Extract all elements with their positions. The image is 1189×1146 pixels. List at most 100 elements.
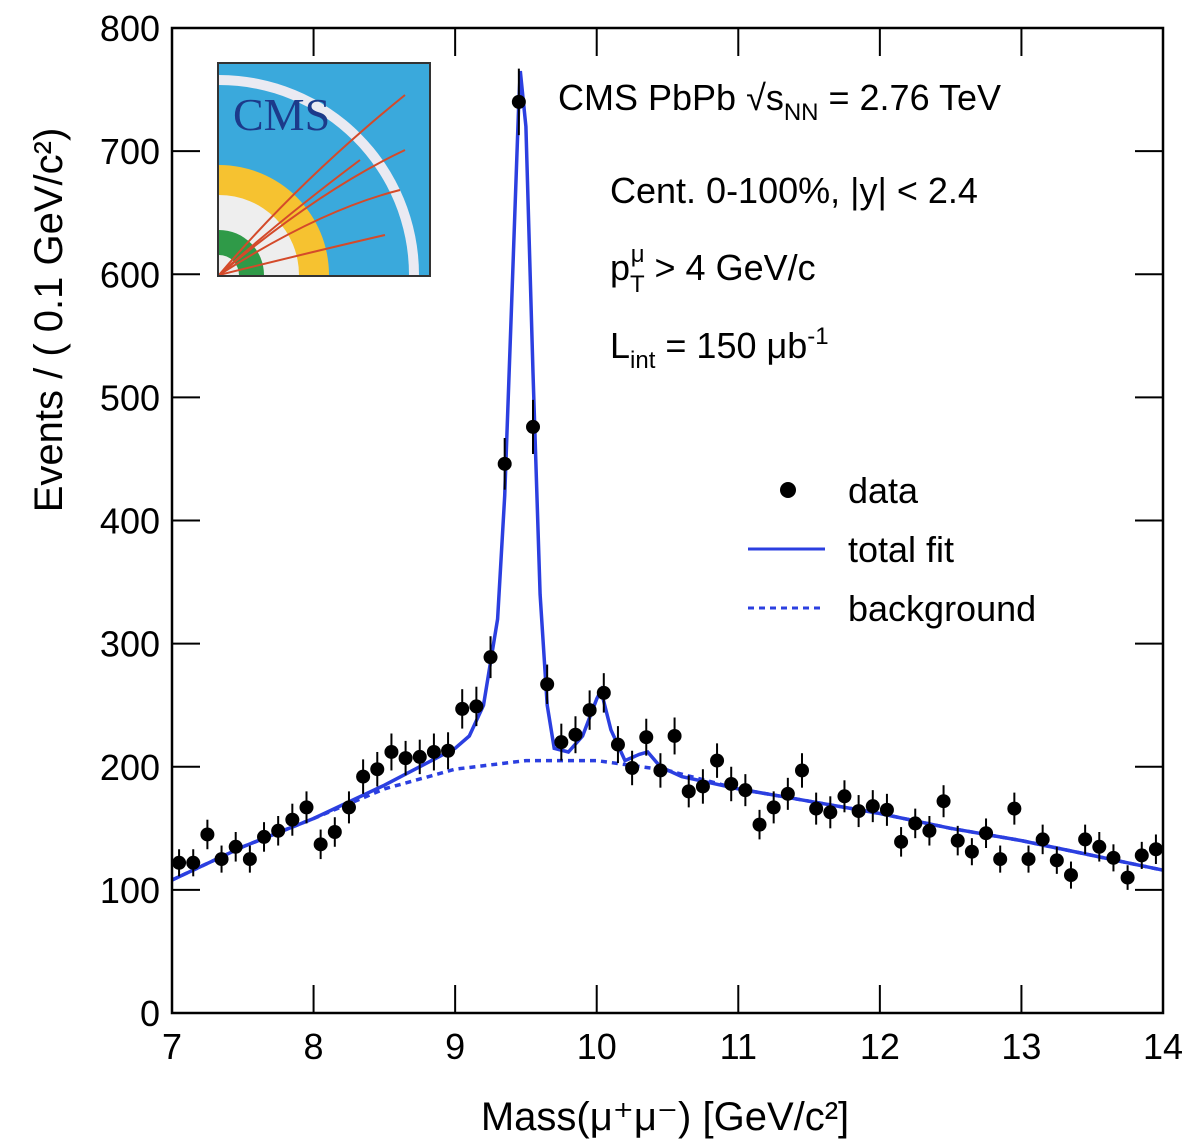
data-point: [200, 827, 215, 842]
annotation-text: = 150 μb: [655, 325, 807, 366]
x-tick-label: 7: [162, 1026, 182, 1067]
data-point: [879, 802, 894, 817]
data-point: [285, 812, 300, 827]
x-tick-label: 14: [1143, 1026, 1183, 1067]
y-tick-label: 500: [100, 377, 160, 418]
data-point: [1106, 850, 1121, 865]
data-point: [752, 817, 767, 832]
data-point: [1007, 801, 1022, 816]
data-point: [780, 786, 795, 801]
data-point: [483, 650, 498, 665]
annotation: Cent. 0-100%, |y| < 2.4: [610, 170, 978, 211]
logo-text: CMS: [233, 89, 330, 140]
y-tick-label: 300: [100, 624, 160, 665]
data-point: [894, 834, 909, 849]
data-point: [837, 789, 852, 804]
legend-label: background: [848, 588, 1036, 629]
data-point: [1063, 868, 1078, 883]
annotation-text: μ: [631, 241, 645, 268]
data-point: [271, 823, 286, 838]
x-tick-label: 10: [577, 1026, 617, 1067]
data-point: [1078, 832, 1093, 847]
data-point: [214, 852, 229, 867]
data-point: [993, 852, 1008, 867]
annotation-text: int: [630, 347, 656, 374]
y-tick-label: 400: [100, 501, 160, 542]
data-point: [299, 800, 314, 815]
y-tick-label: 700: [100, 131, 160, 172]
data-point: [412, 749, 427, 764]
data-point: [667, 728, 682, 743]
data-point: [1120, 870, 1135, 885]
data-point: [738, 783, 753, 798]
annotation: pTμ > 4 GeV/c: [610, 241, 816, 298]
x-axis-label: Mass(μ⁺μ⁻) [GeV/c²]: [481, 1095, 849, 1139]
x-tick-label: 12: [860, 1026, 900, 1067]
data-point: [865, 799, 880, 814]
data-point: [681, 784, 696, 799]
y-tick-label: 0: [140, 993, 160, 1034]
data-point: [908, 816, 923, 831]
data-point: [724, 776, 739, 791]
data-point: [540, 677, 555, 692]
legend-label: data: [848, 470, 919, 511]
annotation-text: CMS PbPb √s: [558, 77, 784, 118]
data-point: [1035, 832, 1050, 847]
data-point: [1092, 839, 1107, 854]
data-point: [370, 762, 385, 777]
data-point: [936, 794, 951, 809]
annotation-text: = 2.76 TeV: [819, 77, 1001, 118]
data-point: [341, 800, 356, 815]
data-point: [1021, 852, 1036, 867]
x-tick-label: 11: [720, 1026, 757, 1067]
data-point: [426, 744, 441, 759]
cms-logo: CMS: [217, 62, 431, 277]
annotation-text: -1: [807, 323, 828, 350]
data-point: [979, 826, 994, 841]
data-point: [1049, 853, 1064, 868]
data-point: [653, 763, 668, 778]
data-point: [1148, 842, 1163, 857]
data-point: [823, 805, 838, 820]
data-point: [1134, 848, 1149, 863]
data-point: [172, 855, 187, 870]
data-point: [695, 779, 710, 794]
data-point: [851, 804, 866, 819]
legend-label: total fit: [848, 529, 954, 570]
plot-area: [172, 68, 1163, 890]
annotation-text: T: [630, 271, 645, 298]
data-point: [313, 837, 328, 852]
data-point: [469, 699, 484, 714]
data-point: [610, 737, 625, 752]
data-point: [568, 727, 583, 742]
data-point: [526, 419, 541, 434]
x-tick-label: 8: [304, 1026, 324, 1067]
y-tick-label: 200: [100, 747, 160, 788]
annotation-text: > 4 GeV/c: [645, 247, 816, 288]
x-tick-label: 13: [1001, 1026, 1041, 1067]
data-point: [327, 825, 342, 840]
data-point: [186, 855, 201, 870]
data-point: [950, 833, 965, 848]
data-point: [228, 839, 243, 854]
plot-frame: [170, 26, 1165, 1015]
data-point: [766, 800, 781, 815]
data-point: [922, 823, 937, 838]
data-point: [511, 94, 526, 109]
annotation-text: NN: [784, 99, 819, 126]
logo-tracks: [219, 94, 406, 275]
y-tick-label: 800: [100, 8, 160, 49]
data-point: [794, 763, 809, 778]
data-point: [596, 685, 611, 700]
annotation-text: L: [610, 325, 630, 366]
y-tick-label: 600: [100, 254, 160, 295]
data-point: [582, 703, 597, 718]
legend-marker: [780, 482, 796, 498]
data-point: [356, 769, 371, 784]
data-point: [455, 701, 470, 716]
data-point: [710, 753, 725, 768]
annotation-text: p: [610, 247, 630, 288]
data-point: [964, 844, 979, 859]
y-tick-label: 100: [100, 870, 160, 911]
